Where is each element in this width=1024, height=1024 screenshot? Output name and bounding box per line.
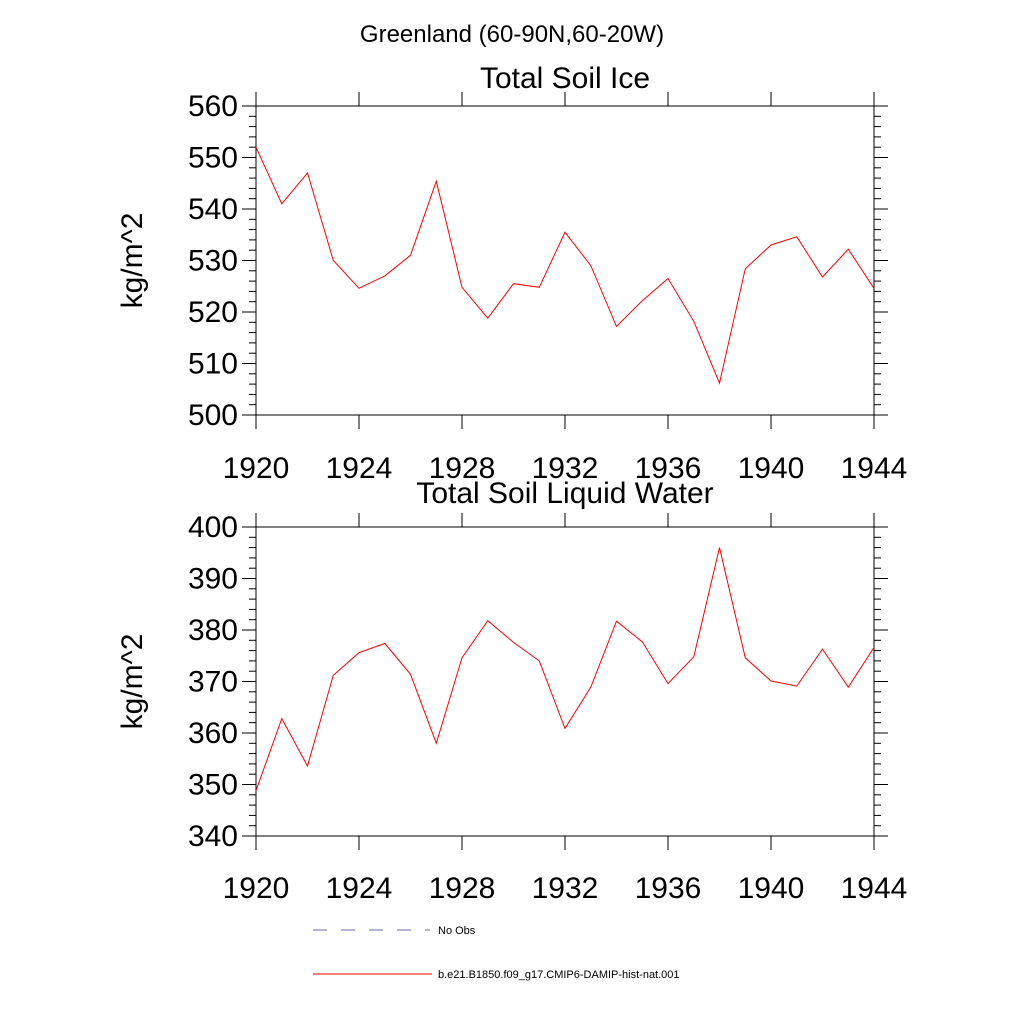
series-line bbox=[255, 146, 875, 385]
y-tick-label: 370 bbox=[188, 666, 238, 699]
y-tick-label: 360 bbox=[188, 717, 238, 750]
x-tick-label: 1928 bbox=[429, 452, 496, 485]
x-tick-label: 1940 bbox=[738, 452, 805, 485]
y-tick-label: 550 bbox=[188, 142, 238, 175]
panel-total-soil-ice: Total Soil Ice 500 510 520 530 540 550 560 1920 1… bbox=[116, 62, 907, 485]
y-tick-label: 530 bbox=[188, 245, 238, 278]
y-tick-label: 390 bbox=[188, 563, 238, 596]
figure-title: Greenland (60-90N,60-20W) bbox=[360, 21, 664, 48]
x-tick-label: 1924 bbox=[326, 872, 393, 905]
plot-frame bbox=[255, 526, 875, 837]
panel-title: Total Soil Liquid Water bbox=[416, 477, 713, 510]
y-tick-label: 380 bbox=[188, 614, 238, 647]
y-tick-label: 350 bbox=[188, 769, 238, 802]
series-line bbox=[255, 547, 875, 791]
x-tick-label: 1924 bbox=[326, 452, 393, 485]
x-tick-label: 1936 bbox=[635, 872, 702, 905]
x-tick-label: 1940 bbox=[738, 872, 805, 905]
y-tick-label: 400 bbox=[188, 511, 238, 544]
plot-frame bbox=[255, 105, 875, 416]
legend-label: No Obs bbox=[438, 925, 476, 937]
legend-label: b.e21.B1850.f09_g17.CMIP6-DAMIP-hist-nat… bbox=[438, 969, 680, 981]
x-tick-label: 1944 bbox=[841, 872, 908, 905]
y-tick-label: 520 bbox=[188, 296, 238, 329]
y-axis-label: kg/m^2 bbox=[116, 634, 149, 730]
panel-total-soil-liquid-water: Total Soil Liquid Water 340 350 360 370 380 39… bbox=[116, 477, 907, 905]
x-tick-label: 1928 bbox=[429, 872, 496, 905]
x-tick-label: 1920 bbox=[223, 452, 290, 485]
panel-title: Total Soil Ice bbox=[480, 62, 650, 95]
x-tick-label: 1932 bbox=[532, 452, 599, 485]
x-tick-label: 1936 bbox=[635, 452, 702, 485]
x-tick-label: 1920 bbox=[223, 872, 290, 905]
legend: No Obs b.e21.B1850.f09_g17.CMIP6-DAMIP-hi… bbox=[313, 925, 680, 981]
x-tick-label: 1932 bbox=[532, 872, 599, 905]
y-tick-label: 340 bbox=[188, 820, 238, 853]
y-axis-label: kg/m^2 bbox=[116, 213, 149, 309]
y-tick-label: 560 bbox=[188, 90, 238, 123]
x-tick-label: 1944 bbox=[841, 452, 908, 485]
y-tick-label: 510 bbox=[188, 348, 238, 381]
y-tick-label: 500 bbox=[188, 399, 238, 432]
y-tick-label: 540 bbox=[188, 193, 238, 226]
